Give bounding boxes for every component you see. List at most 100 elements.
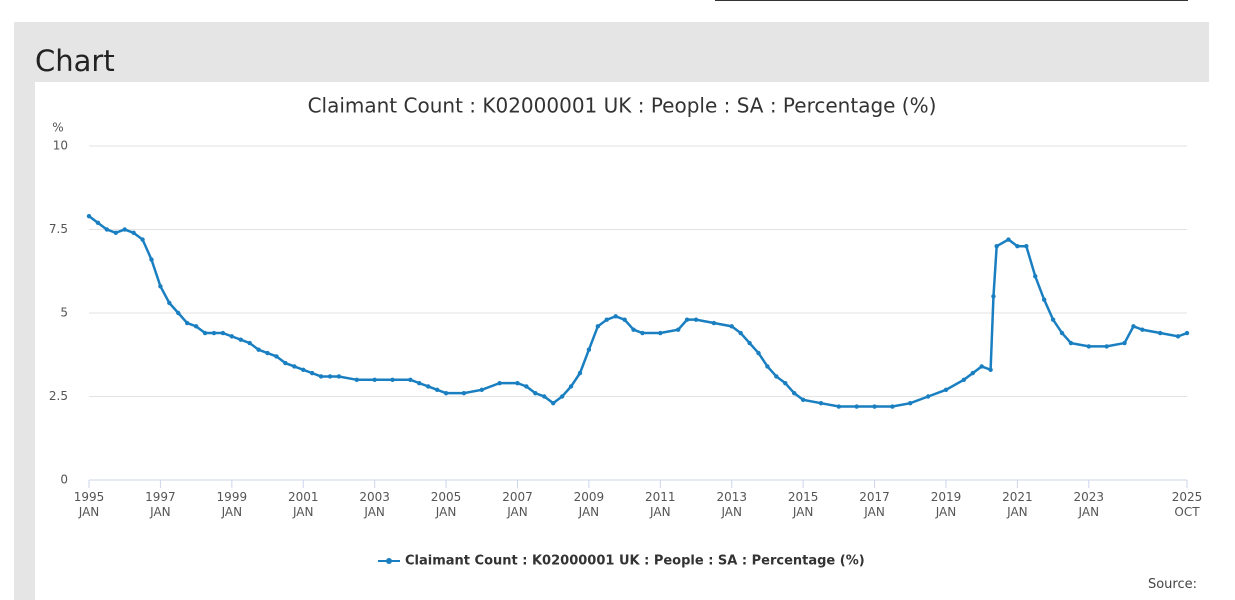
- data-point: [354, 377, 360, 382]
- chart-panel: [35, 82, 1209, 600]
- data-point: [622, 317, 627, 322]
- x-tick-label: 2003 JAN: [359, 490, 390, 519]
- data-point: [577, 370, 583, 376]
- data-point: [1184, 330, 1190, 336]
- data-point: [274, 354, 279, 359]
- y-tick-label: 7.5: [49, 222, 68, 236]
- data-point: [408, 377, 413, 382]
- data-point: [675, 327, 681, 332]
- data-point: [1158, 330, 1163, 336]
- data-point: [336, 374, 342, 379]
- data-point: [390, 377, 395, 382]
- data-point: [301, 367, 306, 372]
- data-point: [167, 300, 172, 306]
- data-point: [994, 244, 999, 249]
- data-point: [640, 330, 645, 336]
- data-point: [122, 227, 127, 232]
- x-tick-label: 2017 JAN: [859, 490, 890, 519]
- data-point: [604, 317, 609, 322]
- data-point: [631, 327, 636, 332]
- data-point: [1140, 327, 1145, 332]
- data-point: [265, 350, 270, 356]
- data-point: [140, 237, 145, 242]
- data-point: [256, 347, 261, 352]
- x-tick-label: 2019 JAN: [930, 490, 962, 519]
- data-point: [542, 394, 547, 399]
- data-point: [729, 324, 734, 329]
- x-tick-label: 1999 JAN: [216, 490, 248, 519]
- x-tick-label: 2013 JAN: [716, 490, 747, 519]
- data-point: [434, 387, 440, 393]
- data-point: [961, 377, 967, 382]
- data-point: [1086, 344, 1092, 349]
- data-point: [327, 374, 333, 379]
- data-point: [908, 400, 913, 406]
- data-point: [202, 330, 208, 336]
- data-point: [943, 387, 949, 393]
- divider: [715, 0, 1188, 1]
- data-point: [372, 377, 377, 382]
- data-point: [443, 390, 449, 396]
- data-point: [800, 397, 806, 403]
- data-point: [1175, 334, 1181, 339]
- x-tick-label: 2025 OCT: [1171, 490, 1203, 519]
- data-point: [229, 334, 235, 339]
- x-tick-label: 1995 JAN: [73, 490, 105, 519]
- data-point: [1131, 324, 1136, 329]
- data-point: [318, 374, 324, 379]
- data-point: [524, 384, 529, 389]
- data-point: [247, 340, 252, 346]
- data-point: [417, 380, 422, 386]
- x-tick-label: 2007 JAN: [502, 490, 533, 519]
- data-point: [86, 213, 92, 219]
- data-point: [684, 317, 690, 322]
- data-point: [854, 404, 859, 409]
- data-point: [149, 257, 154, 262]
- data-point: [158, 284, 163, 289]
- data-point: [104, 227, 110, 232]
- data-point: [586, 347, 592, 352]
- y-tick-label: 0: [60, 473, 68, 487]
- data-point: [568, 384, 574, 389]
- data-point: [426, 384, 431, 389]
- data-point: [818, 400, 824, 406]
- data-point: [783, 380, 788, 386]
- data-line: [88, 215, 1188, 408]
- data-point: [292, 364, 297, 369]
- data-point: [613, 314, 618, 319]
- x-tick-label: 2021 JAN: [1002, 490, 1033, 519]
- x-tick-label: 2009 JAN: [573, 490, 605, 519]
- x-tick-label: 2005 JAN: [430, 490, 462, 519]
- chart-title: Claimant Count : K02000001 UK : People :…: [308, 94, 937, 118]
- data-point: [872, 404, 877, 409]
- y-tick-label: 10: [53, 139, 68, 153]
- data-point: [184, 320, 190, 326]
- data-point: [1041, 297, 1047, 302]
- data-point: [479, 387, 484, 393]
- data-point: [711, 320, 717, 326]
- data-point: [756, 350, 761, 356]
- data-point: [95, 220, 101, 226]
- data-point: [658, 330, 663, 336]
- x-tick-label: 1997 JAN: [145, 490, 176, 519]
- data-point: [1104, 344, 1109, 349]
- data-point: [559, 394, 565, 399]
- legend-marker: [386, 558, 392, 564]
- data-point: [765, 364, 770, 369]
- data-point: [988, 367, 993, 372]
- data-point: [283, 360, 288, 366]
- section-heading: Chart: [35, 44, 115, 78]
- legend-label: Claimant Count : K02000001 UK : People :…: [405, 554, 865, 569]
- data-point: [595, 324, 601, 329]
- data-point: [533, 390, 538, 396]
- data-point: [1024, 244, 1029, 249]
- x-tick-label: 2015 JAN: [787, 490, 819, 519]
- data-point: [738, 330, 743, 336]
- data-point: [131, 230, 136, 236]
- data-point: [970, 370, 975, 376]
- data-point: [1059, 330, 1065, 336]
- data-point: [1033, 274, 1038, 279]
- y-tick-label: 2.5: [49, 389, 68, 403]
